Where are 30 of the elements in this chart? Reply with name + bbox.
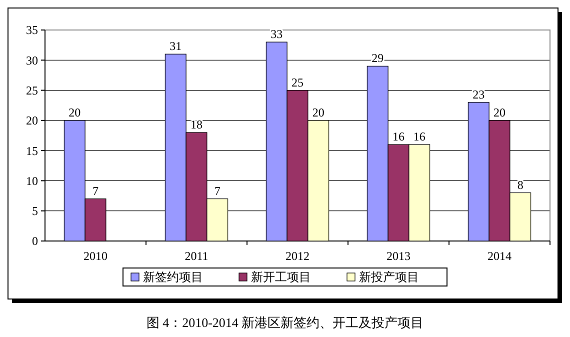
data-label: 25 (292, 75, 304, 90)
y-tick-label: 25 (26, 83, 38, 98)
y-tick-label: 30 (26, 53, 38, 68)
data-label: 18 (190, 117, 202, 132)
text: 图 4：2010-2014 新港区新签约、开工及投产项目 (146, 315, 424, 330)
data-label: 23 (472, 87, 485, 102)
legend-label: 新签约项目 (143, 270, 203, 284)
data-label: 20 (312, 105, 324, 120)
x-tick-label: 2011 (184, 249, 208, 263)
y-tick-label: 15 (26, 144, 38, 158)
data-label: 8 (517, 178, 524, 192)
data-label: 31 (170, 39, 182, 54)
data-label: 33 (270, 27, 283, 42)
y-tick-label: 5 (32, 204, 38, 218)
y-tick-label: 0 (32, 234, 38, 248)
y-tick-label: 10 (26, 174, 38, 188)
data-label: 20 (494, 105, 506, 120)
data-label: 16 (392, 130, 404, 144)
legend-label: 新投产项目 (359, 270, 419, 284)
x-tick-label: 2012 (286, 249, 310, 263)
x-tick-label: 2010 (84, 249, 108, 263)
data-label: 7 (92, 184, 98, 198)
data-label: 16 (413, 130, 426, 144)
data-label: 20 (68, 105, 81, 120)
x-tick-label: 2013 (386, 249, 410, 263)
y-tick-label: 35 (26, 23, 38, 38)
y-tick-label: 20 (26, 114, 38, 128)
data-label: 7 (214, 184, 220, 198)
legend-label: 新开工项目 (251, 270, 311, 284)
x-tick-label: 2014 (488, 249, 512, 263)
